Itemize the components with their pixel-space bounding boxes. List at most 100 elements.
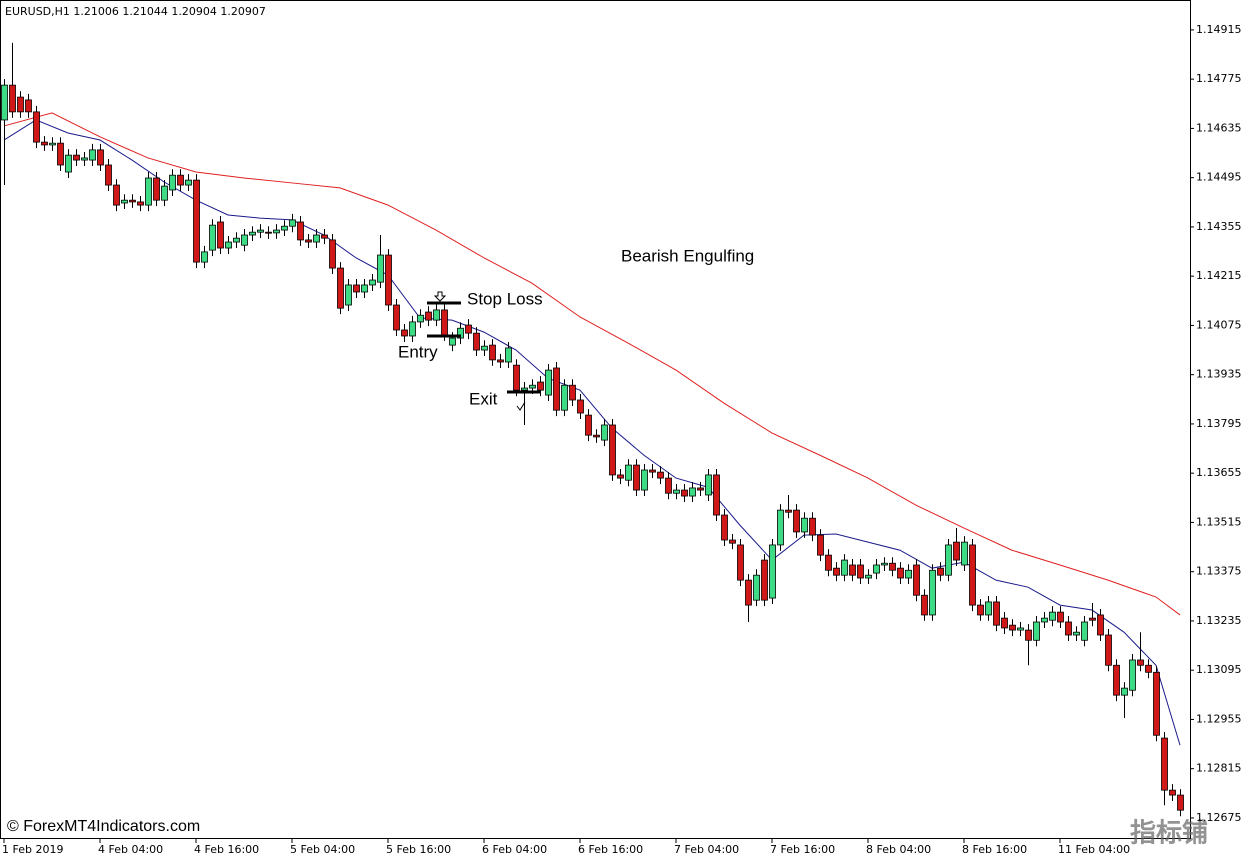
candle-body (945, 544, 952, 576)
candle-body (17, 96, 24, 113)
candle-body (929, 569, 936, 616)
candle-body (281, 225, 288, 231)
annotation: Exit (469, 389, 498, 408)
candle-body (969, 544, 976, 606)
y-tick-label: 1.13935 (1196, 368, 1242, 381)
y-tick-label: 1.13095 (1196, 663, 1242, 676)
candle-body (233, 237, 240, 243)
chart-title: EURUSD,H1 1.21006 1.21044 1.20904 1.2090… (5, 5, 266, 18)
candle-body (833, 567, 840, 576)
candle-body (489, 344, 496, 361)
check-icon (516, 401, 526, 411)
candle-body (393, 304, 400, 331)
x-tick-label: 6 Feb 04:00 (482, 843, 547, 856)
candle-body (361, 284, 368, 293)
candle-body (497, 359, 504, 363)
candle-body (1033, 621, 1040, 641)
candle-body (377, 254, 384, 283)
candle-body (505, 347, 512, 363)
candle-body (1009, 624, 1016, 631)
candle-body (1161, 737, 1168, 791)
candle-body (753, 574, 760, 601)
candle-body (177, 174, 184, 186)
candle-body (425, 311, 432, 321)
y-tick-label: 1.13795 (1196, 417, 1242, 430)
candle-body (561, 384, 568, 411)
candle-body (977, 604, 984, 616)
candle-body (417, 314, 424, 323)
candle-body (137, 201, 144, 206)
candle-body (1049, 611, 1056, 621)
candle-body (593, 434, 600, 438)
candle-body (697, 487, 704, 491)
candle-body (449, 337, 456, 346)
candle-body (353, 284, 360, 293)
candle-body (161, 185, 168, 201)
candle-body (649, 469, 656, 473)
candle-body (681, 489, 688, 497)
candle-body (305, 239, 312, 243)
candle-body (473, 332, 480, 351)
candle-body (897, 567, 904, 579)
candle-body (121, 199, 128, 204)
candle-body (1145, 664, 1152, 673)
candle-body (889, 562, 896, 571)
x-tick-label: 5 Feb 04:00 (290, 843, 355, 856)
candle-body (1073, 631, 1080, 636)
candle-body (193, 179, 200, 263)
candle-body (777, 509, 784, 546)
candle-body (737, 544, 744, 581)
candle-body (153, 177, 160, 201)
candle-body (265, 231, 272, 234)
candle-body (345, 284, 352, 306)
candle-body (1025, 629, 1032, 641)
candle-body (537, 381, 544, 391)
candle-body (57, 142, 64, 166)
candle-body (41, 141, 48, 146)
candle-body (521, 387, 528, 391)
candle-body (617, 474, 624, 479)
candle-body (289, 219, 296, 227)
candle-body (817, 534, 824, 556)
candle-body (585, 414, 592, 436)
candle-body (793, 509, 800, 533)
candle-body (33, 111, 40, 143)
candle-body (713, 474, 720, 516)
x-tick-label: 7 Feb 16:00 (770, 843, 835, 856)
arrow-icon (433, 291, 447, 302)
candle-body (337, 267, 344, 309)
candle-body (1129, 659, 1136, 691)
candle-body (185, 179, 192, 186)
candle-body (641, 469, 648, 491)
candle-body (961, 541, 968, 566)
candle-body (705, 474, 712, 496)
moving-average (3, 119, 1181, 746)
candle-body (433, 309, 440, 321)
candle-body (601, 424, 608, 441)
candle-body (113, 184, 120, 206)
candle-body (1001, 617, 1008, 629)
y-tick-label: 1.13375 (1196, 565, 1242, 578)
x-tick-label: 4 Feb 04:00 (98, 843, 163, 856)
candle-body (1105, 634, 1112, 666)
y-tick-label: 1.12955 (1196, 712, 1242, 725)
candle-body (769, 544, 776, 599)
plot-border (0, 0, 1191, 839)
candle-body (953, 541, 960, 561)
candle-body (881, 562, 888, 566)
y-tick-label: 1.14775 (1196, 72, 1242, 85)
candle-body (689, 487, 696, 497)
candle-body (49, 142, 56, 146)
candle-body (801, 517, 808, 533)
candle-body (129, 199, 136, 203)
candle-body (145, 177, 152, 206)
y-tick-label: 1.13655 (1196, 466, 1242, 479)
candle-body (313, 234, 320, 243)
candle-body (1137, 659, 1144, 666)
y-tick-label: 1.13235 (1196, 614, 1242, 627)
x-tick-label: 1 Feb 2019 (2, 843, 63, 856)
y-tick-label: 1.14075 (1196, 318, 1242, 331)
candle-body (1081, 621, 1088, 641)
candle-body (1041, 617, 1048, 623)
candle-body (457, 327, 464, 339)
